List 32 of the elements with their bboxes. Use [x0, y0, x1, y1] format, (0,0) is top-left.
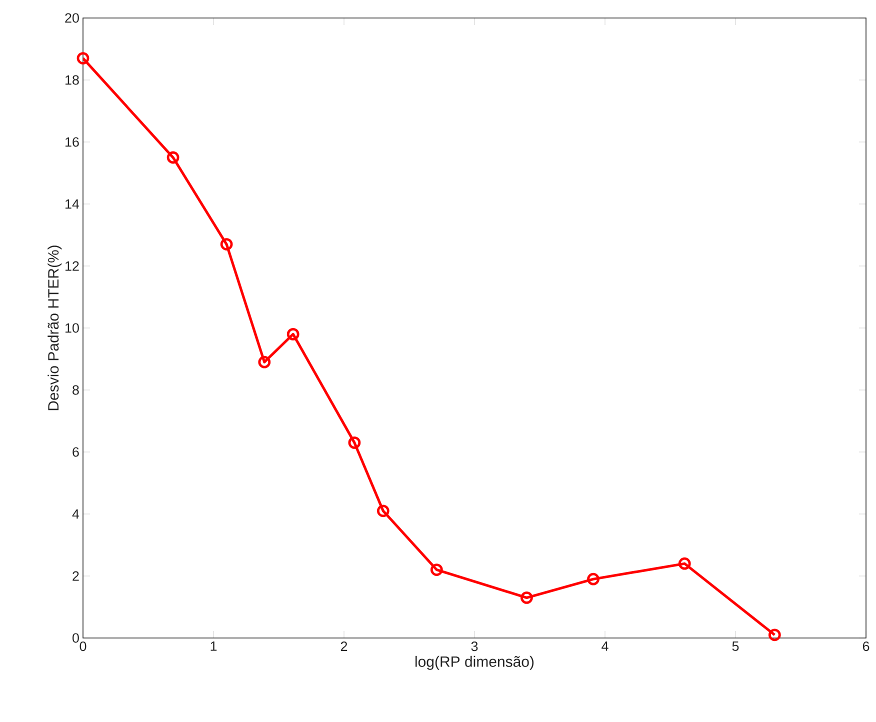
y-tick-label: 8 — [72, 385, 79, 395]
x-tick-label: 2 — [340, 642, 348, 651]
point — [376, 504, 390, 518]
y-tick-label: 16 — [65, 137, 79, 147]
x-tick-label: 0 — [80, 642, 86, 652]
y-axis-title: Desvio Padrão HTER(%) — [48, 246, 62, 410]
point — [166, 151, 180, 164]
point — [286, 328, 300, 340]
point — [220, 238, 233, 250]
x-tick-label: 1 — [210, 642, 217, 651]
x-tick-label: 6 — [862, 642, 870, 652]
point — [520, 592, 533, 604]
point — [348, 436, 361, 449]
y-tick-label: 12 — [65, 261, 79, 271]
x-tick-label: 3 — [471, 642, 478, 652]
x-tick-label: 5 — [732, 642, 739, 651]
y-tick-label: 6 — [72, 447, 79, 457]
y-tick-label: 10 — [65, 323, 79, 333]
y-tick-label: 18 — [65, 75, 79, 85]
x-tick-label: 4 — [602, 642, 608, 651]
point — [430, 564, 443, 576]
point — [258, 356, 271, 368]
x-axis-title: log(RP dimensão) — [415, 656, 534, 670]
point — [587, 572, 600, 586]
y-tick-label: 14 — [65, 199, 80, 209]
point — [76, 52, 90, 64]
point — [678, 557, 691, 570]
y-tick-label: 2 — [72, 571, 79, 581]
y-tick-label: 0 — [72, 633, 79, 643]
point — [768, 628, 781, 642]
y-tick-label: 20 — [65, 13, 79, 23]
y-tick-label: 4 — [72, 509, 80, 519]
